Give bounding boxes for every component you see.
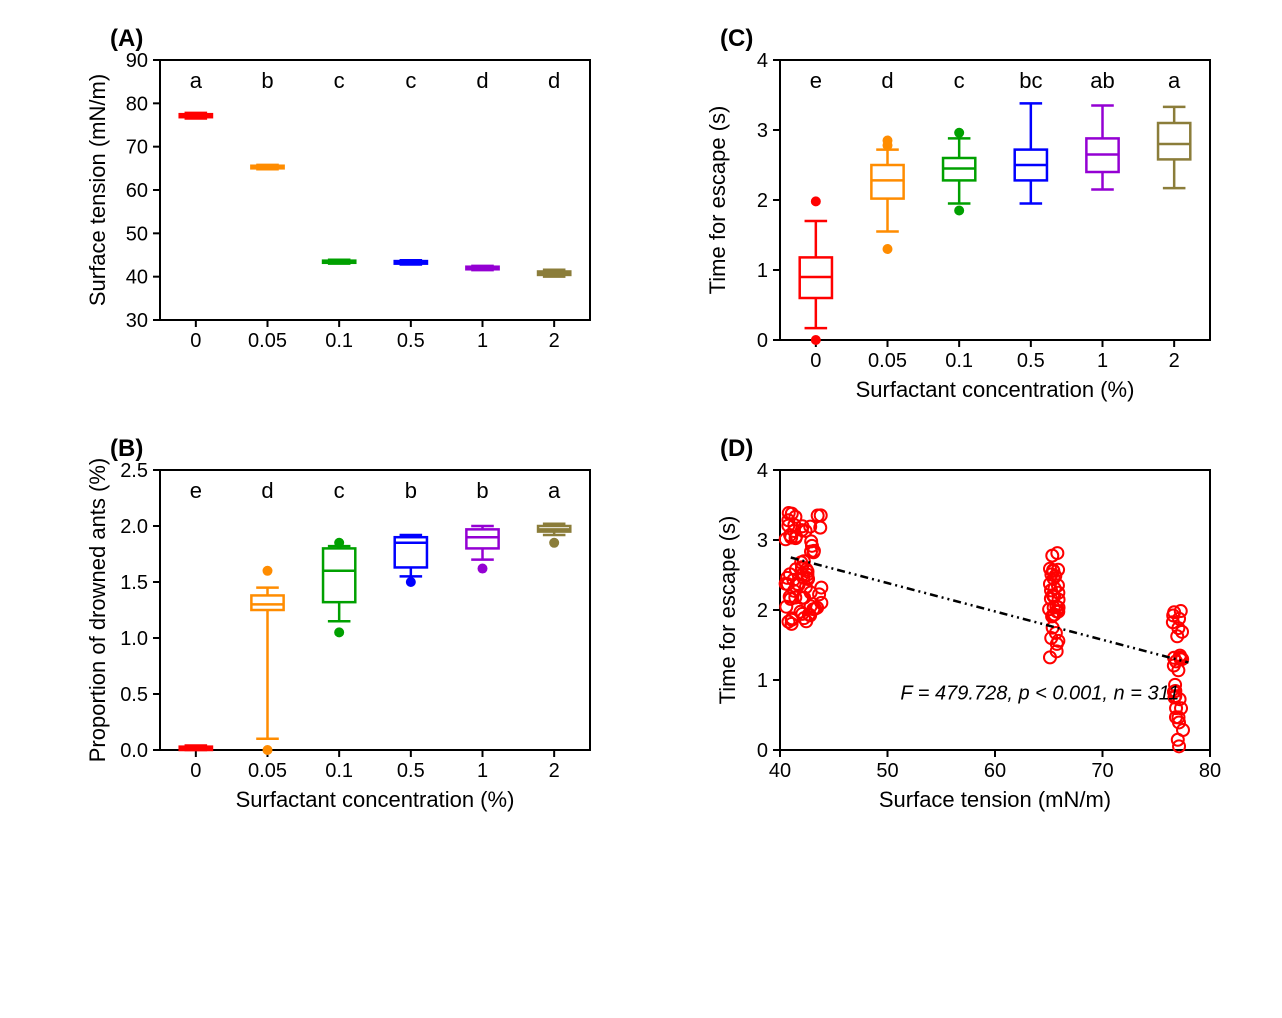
svg-text:0.05: 0.05 — [248, 330, 287, 352]
svg-text:2.5: 2.5 — [120, 460, 148, 482]
svg-text:d: d — [261, 478, 273, 503]
svg-text:0.1: 0.1 — [945, 350, 973, 372]
svg-text:70: 70 — [126, 137, 148, 159]
svg-text:0.5: 0.5 — [120, 684, 148, 706]
svg-text:0.05: 0.05 — [248, 760, 287, 782]
svg-text:1: 1 — [1097, 350, 1108, 372]
svg-text:40: 40 — [769, 760, 791, 782]
svg-text:a: a — [548, 478, 561, 503]
svg-text:b: b — [476, 478, 488, 503]
svg-text:2.0: 2.0 — [120, 516, 148, 538]
svg-text:0: 0 — [757, 330, 768, 352]
svg-text:Surfactant concentration (%): Surfactant concentration (%) — [236, 787, 515, 812]
svg-text:b: b — [405, 478, 417, 503]
svg-text:4: 4 — [757, 460, 768, 482]
svg-text:c: c — [334, 478, 345, 503]
svg-text:d: d — [881, 68, 893, 93]
svg-text:80: 80 — [126, 93, 148, 115]
svg-text:30: 30 — [126, 310, 148, 332]
panel-b-chart: 0.0 0.5 1.0 1.5 2.0 2.5 Proportion of drowned … — [80, 440, 620, 820]
panel-c-chart: 0 1 2 3 4 Time for escape (s) 0 0.05 0.1 0.5 1 2 Sur… — [700, 30, 1240, 410]
svg-text:a: a — [190, 68, 203, 93]
svg-text:a: a — [1168, 68, 1181, 93]
svg-text:2: 2 — [757, 600, 768, 622]
svg-text:0.1: 0.1 — [325, 760, 353, 782]
svg-text:50: 50 — [876, 760, 898, 782]
svg-text:Surface tension (mN/m): Surface tension (mN/m) — [879, 787, 1111, 812]
figure-container: (A) (B) (C) (D) 30405060708090Surface te… — [20, 20, 1262, 998]
svg-text:0: 0 — [190, 760, 201, 782]
svg-text:60: 60 — [126, 180, 148, 202]
svg-text:1: 1 — [477, 760, 488, 782]
svg-text:0: 0 — [190, 330, 201, 352]
panel-a-chart: 30 40 50 60 70 80 90 Surface tension (mN/m) 0 0.0… — [80, 30, 620, 370]
svg-text:1: 1 — [757, 260, 768, 282]
svg-text:e: e — [810, 68, 822, 93]
svg-text:1.5: 1.5 — [120, 572, 148, 594]
svg-text:0.5: 0.5 — [397, 760, 425, 782]
svg-text:1: 1 — [757, 670, 768, 692]
svg-text:c: c — [334, 68, 345, 93]
svg-text:c: c — [954, 68, 965, 93]
svg-text:c: c — [405, 68, 416, 93]
svg-text:b: b — [261, 68, 273, 93]
svg-text:2: 2 — [757, 190, 768, 212]
svg-text:80: 80 — [1199, 760, 1221, 782]
svg-text:0.0: 0.0 — [120, 740, 148, 762]
svg-text:0: 0 — [757, 740, 768, 762]
svg-text:60: 60 — [984, 760, 1006, 782]
svg-text:70: 70 — [1091, 760, 1113, 782]
svg-text:Time for escape (s): Time for escape (s) — [715, 516, 740, 705]
svg-text:0.5: 0.5 — [397, 330, 425, 352]
svg-text:d: d — [548, 68, 560, 93]
svg-text:2: 2 — [1169, 350, 1180, 372]
panel-d-chart: 0 1 2 3 4 Time for escape (s) 40 50 60 70 80 Surfac… — [700, 440, 1240, 820]
svg-text:Proportion of drowned ants (%): Proportion of drowned ants (%) — [85, 458, 110, 763]
svg-text:2: 2 — [549, 330, 560, 352]
svg-text:0.05: 0.05 — [868, 350, 907, 372]
svg-text:4: 4 — [757, 50, 768, 72]
svg-text:3: 3 — [757, 530, 768, 552]
svg-text:Time for escape (s): Time for escape (s) — [705, 106, 730, 295]
svg-text:90: 90 — [126, 50, 148, 72]
svg-text:bc: bc — [1019, 68, 1042, 93]
svg-text:e: e — [190, 478, 202, 503]
svg-text:50: 50 — [126, 223, 148, 245]
svg-text:0.1: 0.1 — [325, 330, 353, 352]
svg-text:0.5: 0.5 — [1017, 350, 1045, 372]
svg-text:d: d — [476, 68, 488, 93]
svg-text:1.0: 1.0 — [120, 628, 148, 650]
svg-text:F = 479.728, p < 0.001, n: F = 479.728, p < 0.001, n = 311 — [900, 683, 1179, 705]
svg-text:40: 40 — [126, 267, 148, 289]
svg-text:3: 3 — [757, 120, 768, 142]
svg-text:2: 2 — [549, 760, 560, 782]
svg-text:Surface tension (mN/m): Surface tension (mN/m) — [85, 74, 110, 306]
svg-text:0: 0 — [810, 350, 821, 372]
svg-text:1: 1 — [477, 330, 488, 352]
svg-text:ab: ab — [1090, 68, 1114, 93]
svg-text:Surfactant concentration (%): Surfactant concentration (%) — [856, 377, 1135, 402]
